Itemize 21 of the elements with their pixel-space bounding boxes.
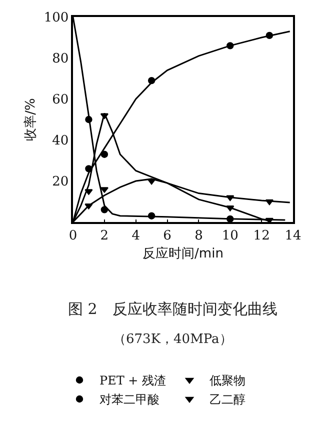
y-tick-label: 20 bbox=[52, 174, 69, 190]
x-tick-label: 12 bbox=[253, 228, 270, 244]
x-tick-label: 10 bbox=[222, 228, 238, 244]
x-tick-label: 14 bbox=[284, 228, 302, 244]
x-tick-label: 6 bbox=[163, 228, 172, 244]
text: （673K，40MPa） bbox=[113, 332, 232, 347]
y-tick-label: 80 bbox=[52, 52, 69, 67]
legend-label: 低聚物 bbox=[210, 374, 246, 388]
x-axis-title: 反应时间/min bbox=[142, 245, 224, 262]
y-tick-label: 100 bbox=[44, 10, 69, 26]
y-axis-title: 收率/% bbox=[22, 98, 38, 141]
x-tick-label: 0 bbox=[68, 228, 78, 244]
x-tick-label: 8 bbox=[194, 228, 203, 244]
legend-label: 乙二醇 bbox=[210, 392, 246, 407]
text: 图 2 反应收率随时间变化曲线 bbox=[68, 300, 278, 318]
x-tick-label: 2 bbox=[100, 228, 109, 244]
y-tick-label: 60 bbox=[52, 92, 69, 108]
x-tick-label: 4 bbox=[132, 228, 140, 244]
legend-label: PET + 残渣 bbox=[100, 374, 166, 388]
legend-label: 对苯二甲酸 bbox=[100, 392, 160, 407]
y-tick-label: 40 bbox=[52, 134, 69, 149]
